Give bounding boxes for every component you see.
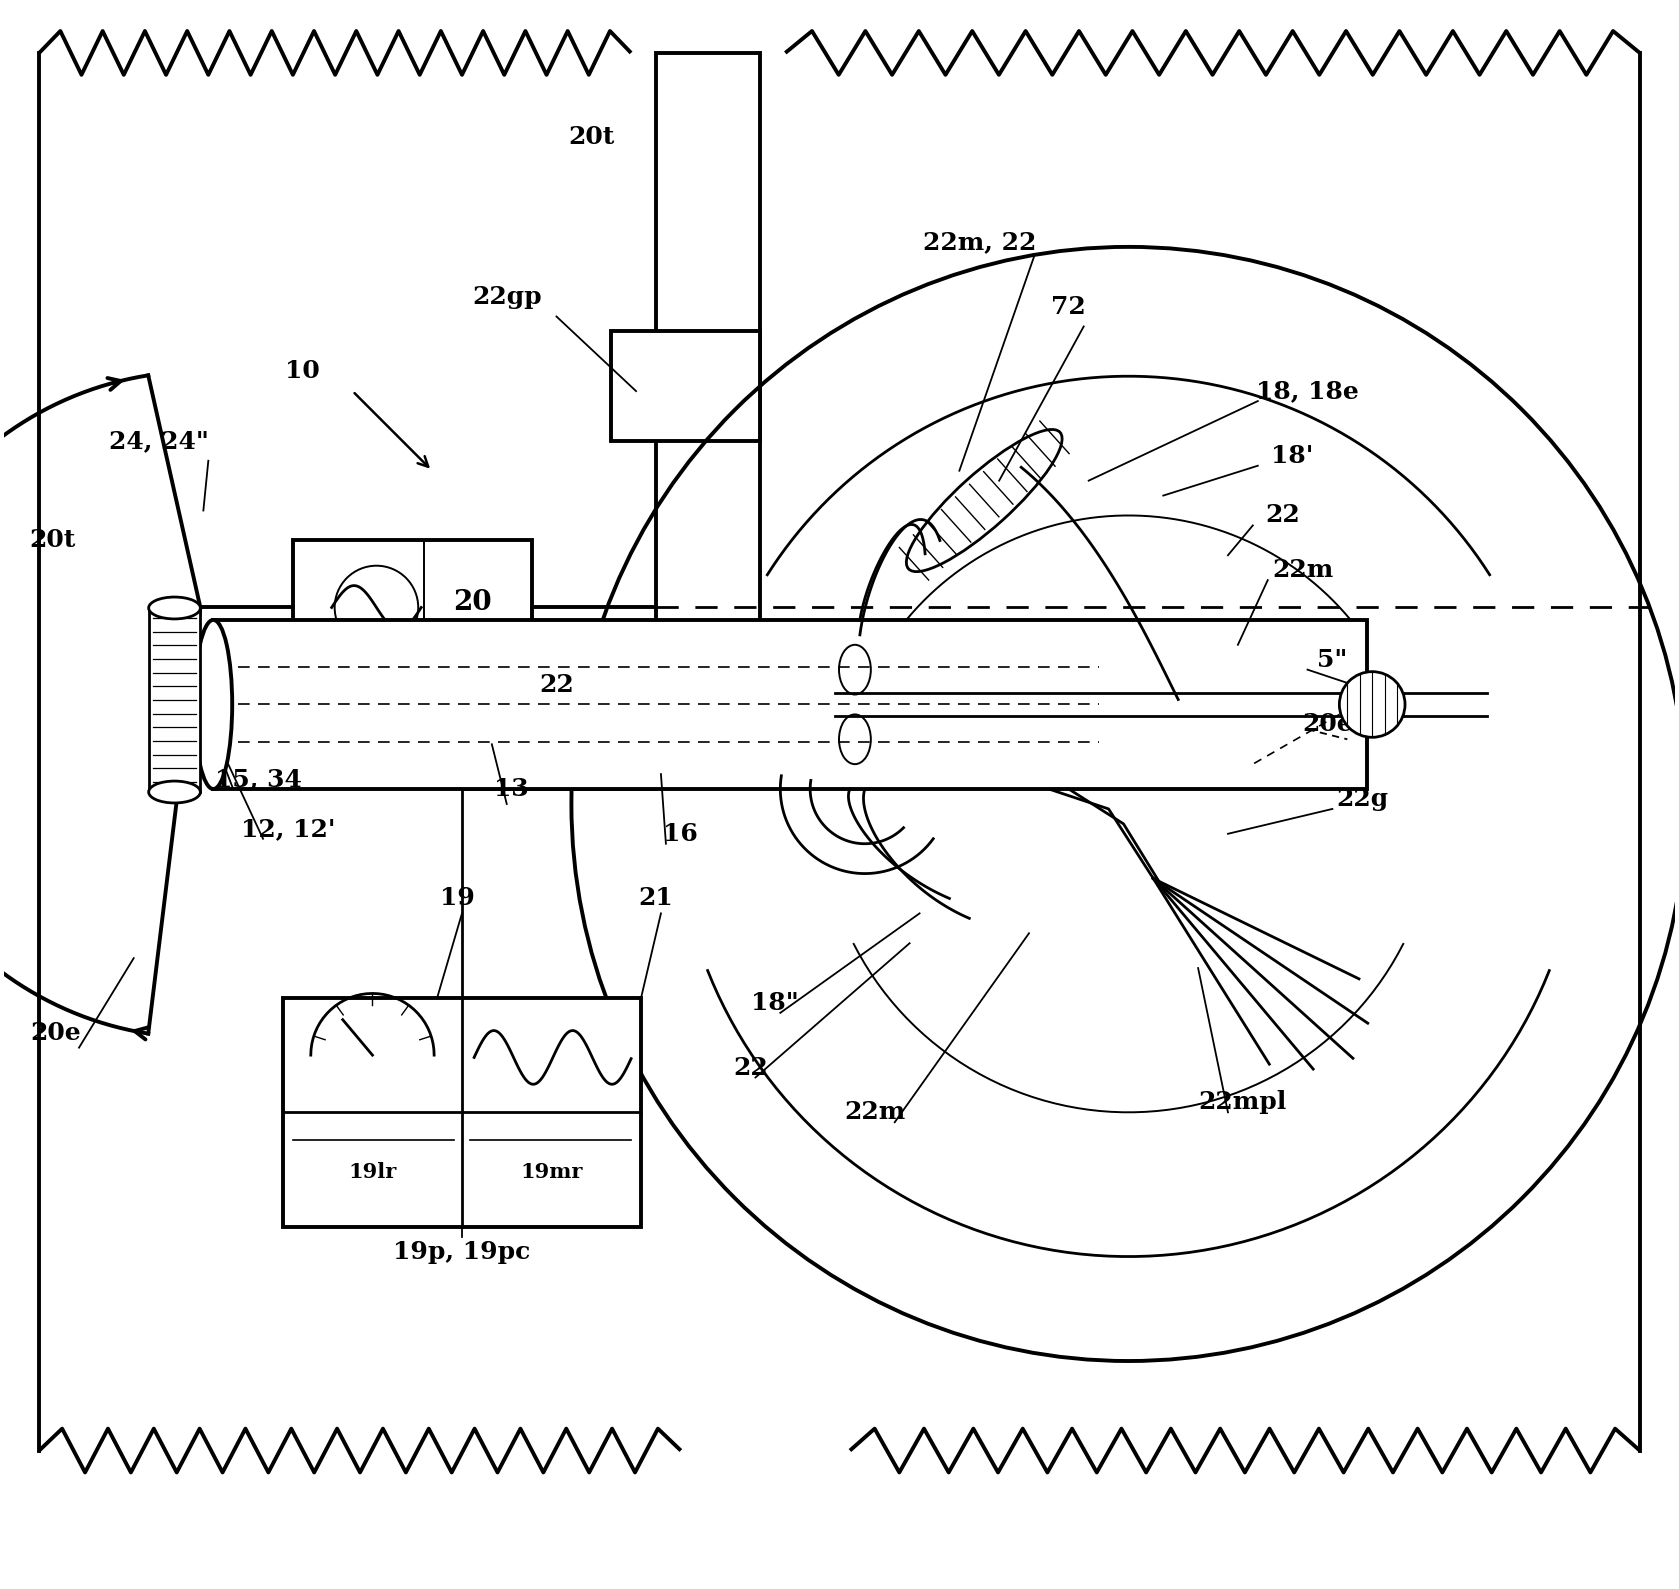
Text: 15, 34: 15, 34 — [215, 767, 302, 791]
Bar — [149, 609, 200, 791]
Text: 19: 19 — [440, 887, 475, 910]
Text: 20t: 20t — [568, 126, 615, 149]
Text: 22m: 22m — [1273, 558, 1333, 582]
Text: 19p, 19pc: 19p, 19pc — [393, 1239, 531, 1263]
Text: 72: 72 — [1051, 294, 1086, 318]
Bar — [292, 540, 532, 675]
Text: 21: 21 — [638, 887, 673, 910]
Text: 22: 22 — [539, 672, 574, 696]
Text: 5": 5" — [1318, 648, 1348, 672]
Circle shape — [1340, 672, 1405, 737]
Bar — [284, 998, 641, 1227]
Text: 20t: 20t — [29, 528, 76, 553]
Text: 20e: 20e — [1301, 712, 1353, 736]
Text: 22g: 22g — [1336, 787, 1389, 810]
Bar — [656, 52, 761, 739]
Ellipse shape — [149, 597, 200, 620]
Text: 18, 18e: 18, 18e — [1256, 380, 1358, 404]
Bar — [611, 332, 761, 440]
Ellipse shape — [195, 620, 232, 790]
Text: 19lr: 19lr — [348, 1162, 396, 1182]
Text: 22mpl: 22mpl — [1199, 1090, 1288, 1114]
Text: 12, 12': 12, 12' — [240, 817, 336, 841]
Text: 19mr: 19mr — [520, 1162, 583, 1182]
Text: 22m, 22: 22m, 22 — [922, 230, 1036, 254]
Text: 24, 24": 24, 24" — [109, 429, 208, 453]
Text: 18": 18" — [752, 992, 799, 1015]
Text: 20e: 20e — [30, 1020, 82, 1044]
Text: 10: 10 — [285, 359, 321, 383]
Ellipse shape — [149, 782, 200, 802]
Text: 20: 20 — [453, 590, 492, 617]
Bar — [213, 620, 1367, 790]
Text: 22: 22 — [734, 1055, 767, 1079]
Text: 22m: 22m — [845, 1100, 905, 1125]
Text: 16: 16 — [663, 822, 698, 845]
Text: 22: 22 — [1266, 504, 1300, 528]
Text: 18': 18' — [1271, 443, 1313, 467]
Text: 13: 13 — [494, 777, 529, 801]
Text: 22gp: 22gp — [472, 284, 542, 308]
